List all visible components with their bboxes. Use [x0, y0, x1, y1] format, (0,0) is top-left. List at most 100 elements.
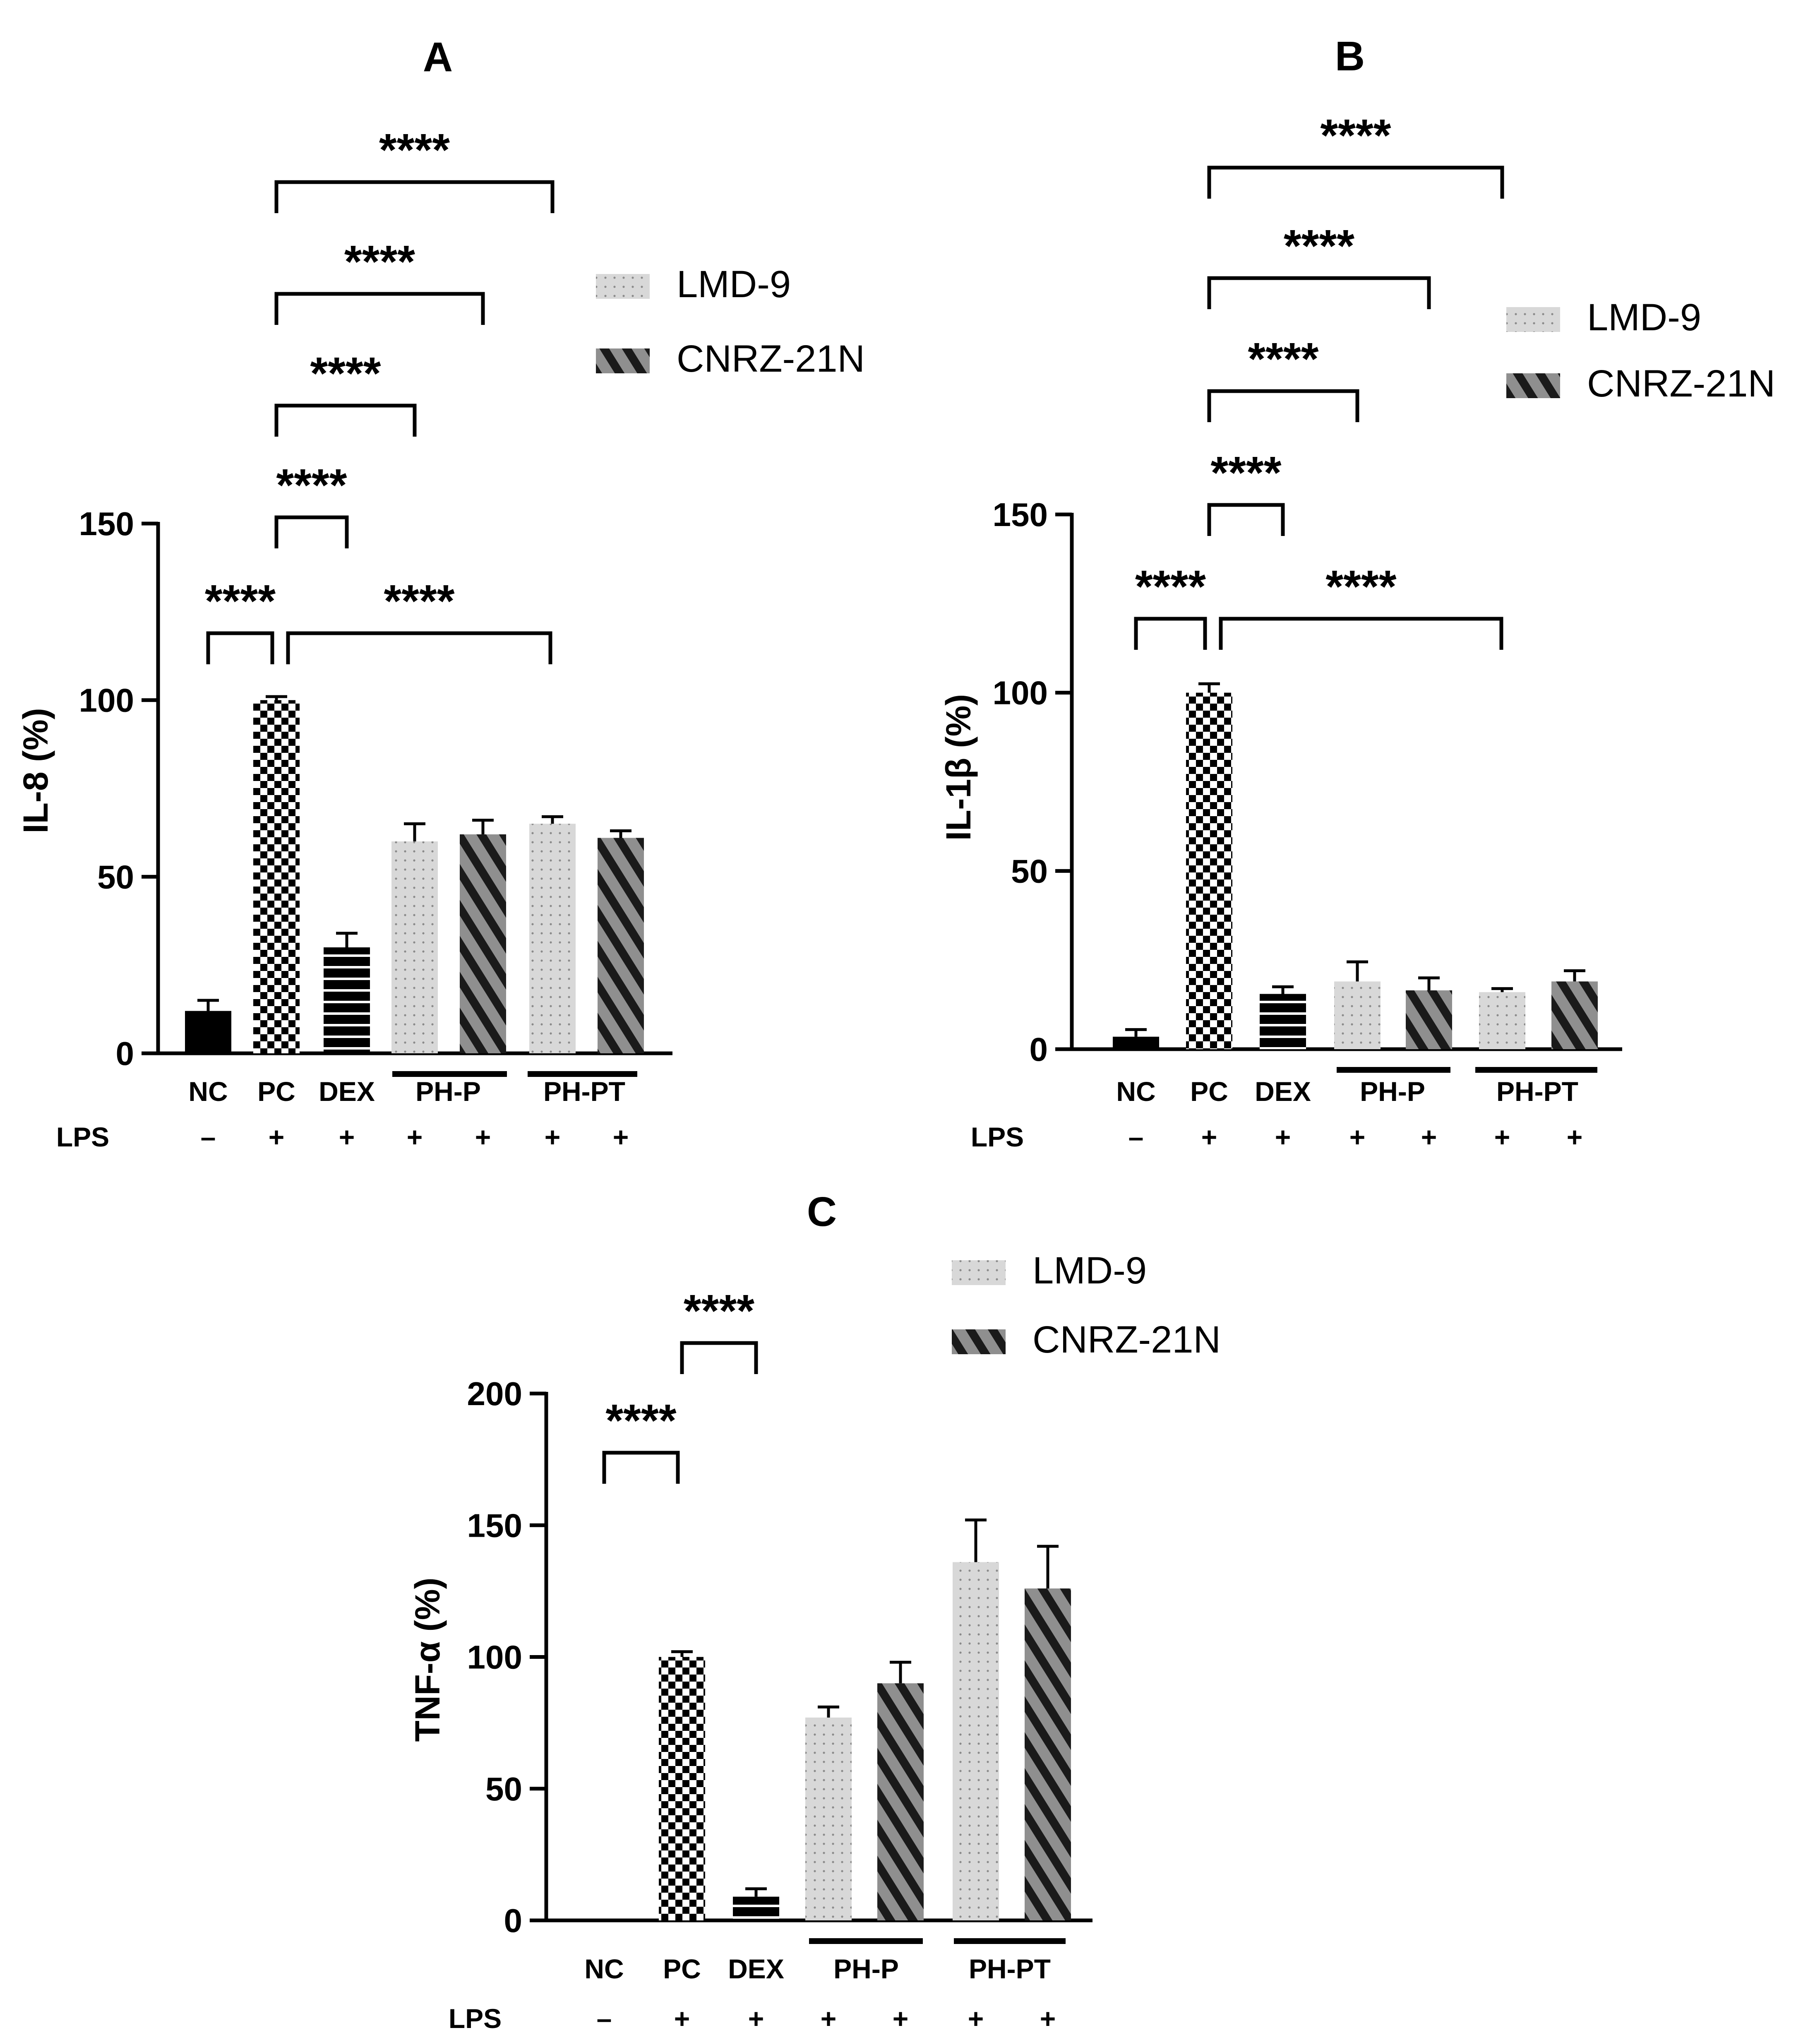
lps-sign: + — [613, 1122, 629, 1152]
lps-sign: + — [339, 1122, 355, 1152]
legend: LMD-9 CNRZ-21N — [596, 263, 865, 380]
x-group-label: PH-PT — [969, 1953, 1051, 1984]
y-tick-label: 200 — [467, 1375, 522, 1412]
legend-swatch-cnrz-icon — [1506, 373, 1560, 398]
lps-sign: + — [407, 1122, 423, 1152]
significance-bracket — [602, 1451, 680, 1484]
lps-sign: + — [1040, 2003, 1056, 2034]
significance-bracket — [1207, 166, 1504, 199]
bar — [1113, 1036, 1159, 1049]
lps-sign: + — [1349, 1122, 1366, 1152]
lps-label: LPS — [449, 2003, 502, 2034]
significance-label: **** — [384, 576, 454, 627]
bar — [1406, 990, 1452, 1049]
y-tick-label: 150 — [79, 505, 134, 542]
bar — [1551, 981, 1598, 1049]
lps-sign: + — [748, 2003, 764, 2034]
bar — [733, 1896, 779, 1920]
legend-label: CNRZ-21N — [677, 338, 865, 380]
significance-bracket — [1207, 276, 1431, 309]
significance-bracket — [274, 515, 349, 548]
legend: LMD-9 CNRZ-21N — [1506, 296, 1775, 405]
x-tick-label: DEX — [1255, 1076, 1311, 1107]
panel-c: C TNF-α (%) 0 50 100 150 200 **** **** NC PC DE… — [408, 1189, 1221, 2034]
bar — [185, 1011, 231, 1053]
bar — [953, 1562, 999, 1920]
panel-label: B — [1335, 33, 1365, 79]
significance-label: **** — [1210, 447, 1281, 498]
y-ticks: 0 50 100 150 200 — [467, 1375, 1092, 1939]
x-axis-labels: NC PC DEX PH-P PH-PT LPS – + + + + + + — [971, 1067, 1597, 1152]
legend-swatch-cnrz-icon — [952, 1329, 1006, 1354]
legend-label: CNRZ-21N — [1587, 363, 1775, 405]
significance-label: **** — [1284, 221, 1354, 272]
significance-label: **** — [205, 576, 276, 627]
y-axis-label: IL-8 (%) — [16, 708, 55, 833]
x-tick-label: NC — [584, 1953, 624, 1984]
panel-label: C — [807, 1189, 837, 1235]
y-tick-label: 150 — [993, 496, 1048, 533]
bar — [877, 1683, 924, 1920]
y-tick-label: 100 — [993, 675, 1048, 711]
lps-sign: + — [545, 1122, 561, 1152]
lps-sign: + — [968, 2003, 984, 2034]
y-tick-label: 150 — [467, 1507, 522, 1544]
bar — [460, 834, 506, 1053]
legend-label: CNRZ-21N — [1032, 1319, 1221, 1361]
significance-bracket — [206, 631, 274, 664]
legend-label: LMD-9 — [1587, 296, 1701, 339]
y-tick-label: 50 — [485, 1771, 522, 1807]
bar — [391, 841, 438, 1053]
y-axis-label: TNF-α (%) — [408, 1578, 447, 1742]
x-group-label: PH-P — [833, 1953, 899, 1984]
significance-bracket — [274, 292, 485, 325]
bar — [1260, 994, 1306, 1049]
significance-label: **** — [310, 348, 381, 399]
significance-brackets: **** **** **** **** **** **** — [205, 125, 555, 664]
significance-brackets: **** **** **** **** **** **** — [1134, 110, 1504, 650]
y-tick-label: 0 — [1030, 1031, 1048, 1068]
bar — [1334, 981, 1381, 1049]
x-axis-labels: NC PC DEX PH-P PH-PT LPS – + + + + + + — [56, 1071, 637, 1152]
lps-sign: + — [1421, 1122, 1437, 1152]
lps-sign: + — [1201, 1122, 1217, 1152]
y-axis-label: IL-1β (%) — [939, 694, 978, 841]
panel-label: A — [423, 34, 453, 80]
y-tick-label: 100 — [467, 1639, 522, 1676]
y-tick-label: 0 — [116, 1035, 134, 1072]
significance-bracket — [1134, 617, 1207, 650]
x-tick-label: DEX — [319, 1076, 375, 1107]
lps-sign: + — [674, 2003, 690, 2034]
x-tick-label: PC — [663, 1953, 701, 1984]
significance-bracket — [1207, 503, 1285, 536]
bar — [324, 947, 370, 1053]
bar — [1186, 692, 1232, 1049]
significance-label: **** — [1320, 110, 1391, 161]
significance-label: **** — [684, 1286, 754, 1336]
significance-bracket — [274, 180, 555, 213]
x-group-label: PH-P — [1360, 1076, 1425, 1107]
significance-bracket — [1207, 389, 1359, 422]
lps-sign: – — [597, 2003, 612, 2034]
y-tick-label: 50 — [97, 858, 134, 895]
lps-sign: + — [821, 2003, 837, 2034]
legend-swatch-lmd9-icon — [952, 1260, 1006, 1285]
x-group-label: PH-PT — [543, 1076, 625, 1107]
bar — [598, 838, 644, 1053]
lps-sign: – — [201, 1122, 216, 1152]
y-ticks: 0 50 100 150 — [993, 496, 1622, 1068]
x-tick-label: PC — [1190, 1076, 1228, 1107]
significance-label: **** — [344, 236, 415, 287]
bars — [1113, 682, 1598, 1049]
bars — [659, 1519, 1071, 1920]
y-ticks: 0 50 100 150 — [79, 505, 672, 1072]
lps-sign: + — [269, 1122, 285, 1152]
bars — [185, 695, 644, 1053]
y-tick-label: 100 — [79, 682, 134, 719]
lps-sign: + — [1275, 1122, 1291, 1152]
legend-label: LMD-9 — [1032, 1249, 1147, 1292]
legend-swatch-lmd9-icon — [596, 274, 650, 299]
